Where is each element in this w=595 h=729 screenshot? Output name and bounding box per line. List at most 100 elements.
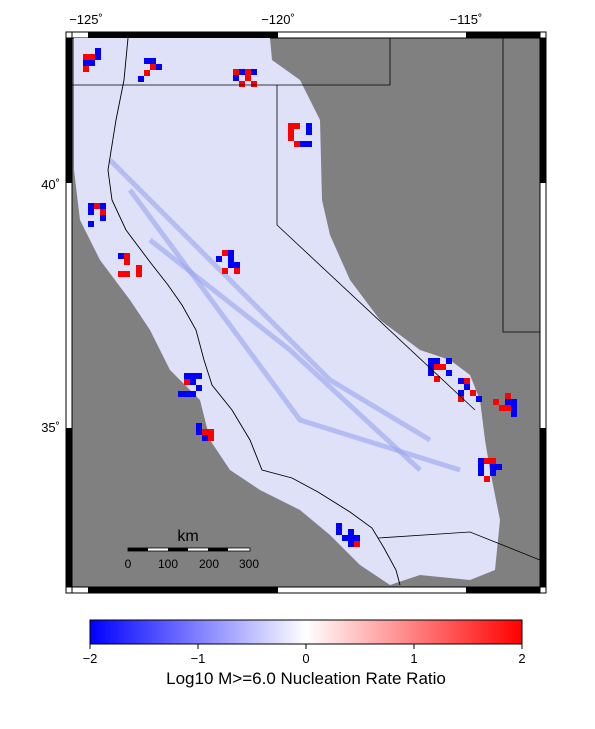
grid-cell (300, 141, 306, 147)
grid-cell (228, 262, 234, 268)
lon-tick-120: −120˚ (261, 12, 295, 27)
grid-cell (100, 209, 106, 215)
grid-cell (184, 391, 190, 397)
grid-cell (493, 399, 499, 405)
grid-cell (306, 141, 312, 147)
grid-cell (342, 535, 348, 541)
grid-cell (464, 384, 470, 390)
grid-cell (348, 541, 354, 547)
grid-cell (458, 390, 464, 396)
grid-cell (434, 358, 440, 364)
scale-label-200: 200 (199, 557, 219, 571)
grid-cell (202, 429, 208, 435)
grid-cell (294, 123, 300, 129)
colorbar-tick-1: 1 (410, 651, 417, 666)
grid-cell (95, 48, 101, 54)
grid-cell (95, 54, 101, 60)
grid-cell (222, 250, 228, 256)
grid-cell (288, 129, 294, 135)
grid-cell (156, 64, 162, 70)
grid-cell (348, 535, 354, 541)
grid-cell (136, 271, 142, 277)
grid-cell (228, 250, 234, 256)
grid-cell (196, 385, 202, 391)
grid-cell (239, 69, 245, 75)
grid-cell (150, 64, 156, 70)
grid-cell (83, 60, 89, 66)
grid-cell (288, 123, 294, 129)
grid-cell (124, 259, 130, 265)
colorbar-tick-2: 2 (518, 651, 525, 666)
grid-cell (144, 70, 150, 76)
grid-cell (89, 54, 95, 60)
colorbar: −2 −1 0 1 2 Log10 M>=6.0 Nucleation Rate… (83, 619, 526, 688)
grid-cell (490, 458, 496, 464)
grid-cell (484, 458, 490, 464)
grid-cell (208, 429, 214, 435)
grid-cell (222, 268, 228, 274)
grid-cell (83, 54, 89, 60)
colorbar-gradient (89, 619, 523, 645)
colorbar-title: Log10 M>=6.0 Nucleation Rate Ratio (166, 669, 446, 688)
grid-cell (470, 390, 476, 396)
grid-cell (251, 69, 257, 75)
grid-cell (478, 470, 484, 476)
grid-cell (354, 535, 360, 541)
cell-layer (83, 48, 517, 547)
grid-cell (150, 58, 156, 64)
grid-cell (348, 529, 354, 535)
grid-cell (446, 358, 452, 364)
grid-cell (89, 60, 95, 66)
grid-cell (124, 253, 130, 259)
grid-cell (124, 271, 130, 277)
frame-border (65, 31, 547, 594)
grid-cell (288, 135, 294, 141)
grid-cell (490, 470, 496, 476)
grid-cell (464, 378, 470, 384)
grid-cell (306, 123, 312, 129)
grid-cell (88, 203, 94, 209)
grid-cell (94, 203, 100, 209)
grid-cell (234, 262, 240, 268)
lon-tick-125: −125˚ (69, 12, 103, 27)
grid-cell (336, 523, 342, 529)
grid-cell (190, 379, 196, 385)
colorbar-tick-0: 0 (302, 651, 309, 666)
scale-label-300: 300 (239, 557, 259, 571)
grid-cell (136, 265, 142, 271)
grid-cell (505, 399, 511, 405)
grid-cell (478, 458, 484, 464)
grid-cell (511, 405, 517, 411)
grid-cell (216, 256, 222, 262)
grid-cell (428, 358, 434, 364)
scale-label-100: 100 (158, 557, 178, 571)
grid-cell (499, 405, 505, 411)
grid-cell (478, 464, 484, 470)
coastline (107, 38, 401, 586)
grid-cell (490, 464, 496, 470)
grid-cell (336, 529, 342, 535)
grid-cell (100, 215, 106, 221)
fault-band (108, 158, 432, 443)
grid-cell (354, 541, 360, 547)
grid-cell (202, 435, 208, 441)
grid-cell (234, 268, 240, 274)
grid-cell (233, 75, 239, 81)
colorbar-tick-neg1: −1 (191, 651, 206, 666)
grid-cell (511, 399, 517, 405)
scale-label-0: 0 (125, 557, 132, 571)
grid-cell (184, 379, 190, 385)
grid-cell (196, 429, 202, 435)
grid-cell (190, 373, 196, 379)
grid-cell (446, 370, 452, 376)
scale-bar: km 0 100 200 300 (125, 528, 260, 571)
grid-cell (484, 476, 490, 482)
grid-cell (251, 81, 257, 87)
lat-tick-35: 35˚ (41, 420, 60, 435)
grid-cell (440, 364, 446, 370)
grid-cell (233, 69, 239, 75)
colorbar-tick-neg2: −2 (83, 651, 98, 666)
grid-cell (138, 76, 144, 82)
grid-cell (184, 373, 190, 379)
